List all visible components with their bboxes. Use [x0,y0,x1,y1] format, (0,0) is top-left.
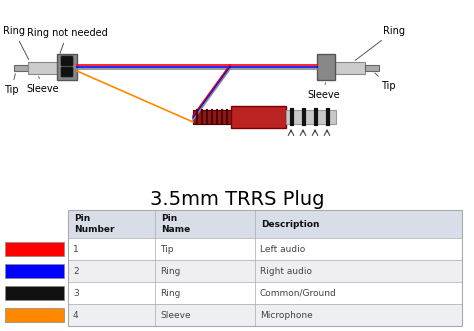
Text: Sleeve: Sleeve [26,77,59,94]
FancyBboxPatch shape [61,67,73,77]
Text: Left audio: Left audio [260,245,305,254]
Text: Tip: Tip [160,245,173,254]
Text: 3: 3 [73,289,79,298]
Text: 2: 2 [73,266,79,276]
Text: Microphone: Microphone [260,310,313,319]
FancyBboxPatch shape [335,62,365,74]
FancyBboxPatch shape [231,106,286,128]
Text: 4: 4 [73,310,79,319]
FancyBboxPatch shape [68,238,462,260]
Text: 3.5mm TRRS Plug: 3.5mm TRRS Plug [150,190,324,210]
FancyBboxPatch shape [61,56,73,66]
Text: Right audio: Right audio [260,266,312,276]
Text: Tip: Tip [4,74,18,95]
Text: Ring: Ring [3,26,29,60]
FancyBboxPatch shape [193,110,231,124]
Text: Ring: Ring [355,26,405,60]
FancyBboxPatch shape [5,242,64,256]
Text: Pin
Number: Pin Number [74,214,115,234]
Text: Pin
Name: Pin Name [161,214,190,234]
FancyBboxPatch shape [68,304,462,326]
FancyBboxPatch shape [68,282,462,304]
FancyBboxPatch shape [5,308,64,322]
FancyBboxPatch shape [5,264,64,278]
Text: Common/Ground: Common/Ground [260,289,337,298]
Text: Sleeve: Sleeve [160,310,191,319]
Text: Sleeve: Sleeve [307,83,340,100]
FancyBboxPatch shape [317,54,335,80]
Text: Ring not needed: Ring not needed [27,28,108,53]
FancyBboxPatch shape [57,54,77,80]
FancyBboxPatch shape [286,110,336,124]
FancyBboxPatch shape [28,62,58,74]
FancyBboxPatch shape [14,65,28,71]
Text: Ring: Ring [160,289,181,298]
Text: Description: Description [261,220,319,229]
FancyBboxPatch shape [365,65,379,71]
Text: Tip: Tip [375,73,396,91]
FancyBboxPatch shape [68,260,462,282]
FancyBboxPatch shape [5,286,64,300]
Text: 1: 1 [73,245,79,254]
Text: Ring: Ring [160,266,181,276]
FancyBboxPatch shape [68,210,462,238]
